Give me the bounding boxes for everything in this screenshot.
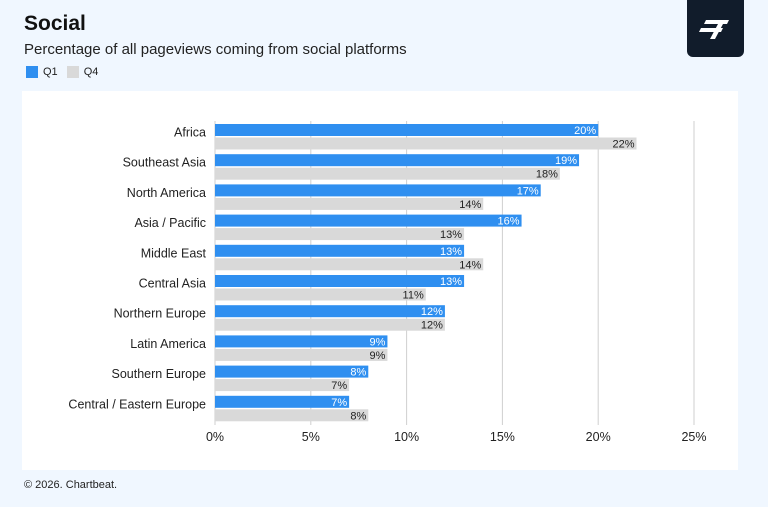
chartbeat-logo-icon <box>687 0 744 57</box>
category-label: Northern Europe <box>114 307 206 321</box>
chart-title: Social <box>24 12 86 35</box>
bar-chart: 0% 5% 10% 15% 20% 25% Africa 20% 22% Southeast As… <box>68 121 707 444</box>
data-label-q4: 7% <box>331 380 347 392</box>
data-label-q1: 13% <box>440 276 462 288</box>
bar-q1 <box>215 124 599 136</box>
data-label-q4: 18% <box>536 169 558 181</box>
bar-q4 <box>215 258 484 271</box>
data-label-q4: 14% <box>459 259 481 271</box>
bar-q4 <box>215 137 637 150</box>
bar-q1 <box>215 154 580 167</box>
data-label-q1: 13% <box>440 246 462 258</box>
x-tick-label: 15% <box>490 430 515 444</box>
bar-q1 <box>215 395 350 408</box>
category-label: Middle East <box>141 246 207 260</box>
bar-q1 <box>215 214 522 227</box>
bar-q4 <box>215 379 350 392</box>
data-label-q1: 17% <box>517 185 539 197</box>
copyright-footer: © 2026. Chartbeat. <box>24 479 118 491</box>
category-label: Africa <box>174 126 206 140</box>
legend-label-q4: Q4 <box>83 66 99 78</box>
bar-q1 <box>215 275 465 287</box>
x-tick-label: 5% <box>302 430 320 444</box>
category-label: Southeast Asia <box>123 156 206 170</box>
chart-subtitle: Percentage of all pageviews coming from … <box>24 41 407 58</box>
bar-q4 <box>215 318 445 331</box>
bar-q4 <box>215 228 465 241</box>
data-label-q1: 12% <box>421 306 443 318</box>
category-label: North America <box>127 186 206 200</box>
legend: Q1 Q4 <box>26 66 107 78</box>
category-label: Latin America <box>130 337 206 351</box>
data-label-q1: 9% <box>370 336 386 348</box>
bar-q4 <box>215 197 484 210</box>
category-label: Southern Europe <box>111 367 206 381</box>
category-label: Asia / Pacific <box>134 216 206 230</box>
bar-q1 <box>215 365 369 378</box>
legend-item-q1: Q1 <box>26 66 58 78</box>
category-label: Central Asia <box>139 277 206 291</box>
data-label-q1: 7% <box>331 397 347 409</box>
data-label-q1: 19% <box>555 155 577 167</box>
data-label-q4: 12% <box>421 320 443 332</box>
data-label-q4: 14% <box>459 199 481 211</box>
bar-q4 <box>215 409 369 422</box>
bar-q4 <box>215 167 560 180</box>
legend-swatch-q1 <box>26 66 38 78</box>
data-label-q4: 22% <box>612 139 634 151</box>
chart-panel: 0% 5% 10% 15% 20% 25% Africa 20% 22% Southeast As… <box>22 91 738 470</box>
bar-q4 <box>215 288 426 301</box>
data-label-q1: 20% <box>574 125 596 137</box>
legend-item-q4: Q4 <box>66 66 99 78</box>
bar-q4 <box>215 348 388 361</box>
x-tick-label: 25% <box>681 430 706 444</box>
bar-q1 <box>215 335 388 348</box>
bar-q1 <box>215 244 465 257</box>
data-label-q4: 9% <box>370 350 386 362</box>
data-label-q1: 16% <box>498 216 520 228</box>
x-tick-label: 0% <box>206 430 224 444</box>
data-label-q4: 8% <box>350 410 366 422</box>
legend-swatch-q4 <box>66 66 79 78</box>
data-label-q4: 13% <box>440 229 462 241</box>
bar-q1 <box>215 184 541 197</box>
data-label-q1: 8% <box>350 367 366 379</box>
legend-label-q1: Q1 <box>43 66 58 78</box>
x-tick-label: 20% <box>586 430 611 444</box>
category-label: Central / Eastern Europe <box>68 397 206 411</box>
logo-mark-icon <box>699 20 729 39</box>
x-tick-label: 10% <box>394 430 419 444</box>
bar-q1 <box>215 305 445 318</box>
data-label-q4: 11% <box>403 290 424 302</box>
